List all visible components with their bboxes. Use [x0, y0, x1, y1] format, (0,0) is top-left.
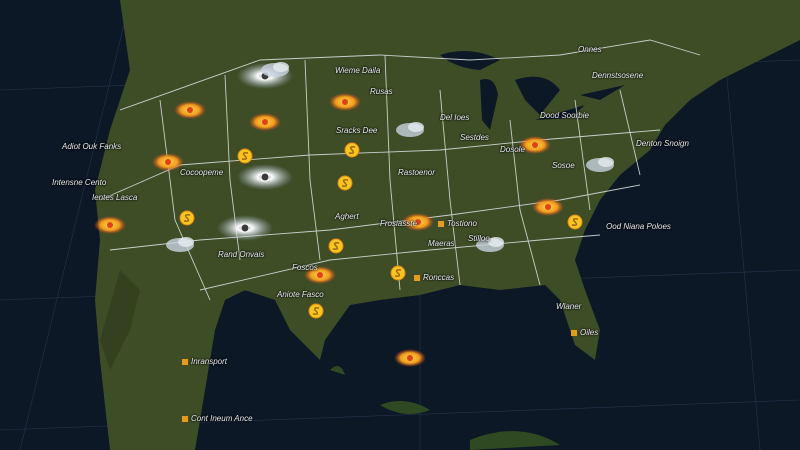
map-label[interactable]: Foscos [292, 263, 318, 272]
map-label[interactable]: Cocoopeme [180, 168, 224, 177]
cyclone-symbol-marker[interactable] [308, 303, 324, 319]
caribbean-islands [330, 366, 560, 450]
cyclone-symbol-marker[interactable] [337, 175, 353, 191]
map-label[interactable]: Ronccas [414, 273, 454, 282]
hurricane-marker[interactable] [237, 164, 293, 190]
cyclone-symbol-marker[interactable] [179, 210, 195, 226]
map-label[interactable]: Aniote Fasco [277, 290, 324, 299]
map-label[interactable]: Inransport [182, 357, 227, 366]
map-label[interactable]: Intensne Cento [52, 178, 107, 187]
cyclone-symbol-marker[interactable] [344, 142, 360, 158]
fire-marker[interactable] [402, 213, 434, 231]
map-label[interactable]: Wlaner [556, 302, 582, 311]
map-label[interactable]: Onnes [578, 45, 602, 54]
fire-marker[interactable] [329, 93, 361, 111]
cloud-marker[interactable] [476, 237, 504, 252]
fire-marker[interactable] [174, 101, 206, 119]
map-label[interactable]: Rusas [370, 87, 393, 96]
fire-marker[interactable] [519, 136, 551, 154]
map-label[interactable]: Sosoe [552, 161, 575, 170]
map-label[interactable]: Adiot Ouk Fanks [62, 142, 122, 151]
map-label[interactable]: Sestdes [460, 133, 489, 142]
map-label[interactable]: Dennstsosene [592, 71, 644, 80]
fire-marker[interactable] [152, 153, 184, 171]
cyclone-symbol-marker[interactable] [328, 238, 344, 254]
state-borders [99, 39, 701, 301]
map-label[interactable]: Dood Soorbie [540, 111, 589, 120]
fire-marker[interactable] [394, 349, 426, 367]
map-label[interactable]: Dosole [500, 145, 525, 154]
cyclone-symbol-marker[interactable] [567, 214, 583, 230]
map-label[interactable]: Oiles [571, 328, 598, 337]
map-label[interactable]: Frosiasste [380, 219, 417, 228]
map-label[interactable]: Wieme Daila [335, 66, 381, 75]
hurricane-marker[interactable] [217, 215, 273, 241]
cloud-marker[interactable] [396, 122, 424, 137]
cloud-marker[interactable] [586, 157, 614, 172]
fire-marker[interactable] [94, 216, 126, 234]
map-label[interactable]: Tostiono [438, 219, 477, 228]
map-label[interactable]: Del Ioes [440, 113, 470, 122]
map-label[interactable]: Ood Niana Poloes [606, 222, 671, 231]
map-label[interactable]: Stilloo [468, 234, 490, 243]
cyclone-symbol-marker[interactable] [390, 265, 406, 281]
map-label[interactable]: Denton Snoign [636, 139, 689, 148]
baja-peninsula [100, 270, 140, 370]
cloud-marker[interactable] [166, 237, 194, 252]
map-label[interactable]: Sracks Dee [336, 126, 378, 135]
map-label[interactable]: Maeras [428, 239, 455, 248]
map-label[interactable]: Cont Ineum Ance [182, 414, 253, 423]
map-label[interactable]: Rand Onvais [218, 250, 265, 259]
cyclone-symbol-marker[interactable] [237, 148, 253, 164]
map-label[interactable]: Rastoenor [398, 168, 435, 177]
cloud-marker[interactable] [261, 62, 289, 77]
great-lakes [440, 51, 625, 130]
fire-marker[interactable] [532, 198, 564, 216]
fire-marker[interactable] [249, 113, 281, 131]
map-label[interactable]: Ientes Lasca [92, 193, 138, 202]
map-label[interactable]: Aghert [335, 212, 359, 221]
fire-marker[interactable] [304, 266, 336, 284]
